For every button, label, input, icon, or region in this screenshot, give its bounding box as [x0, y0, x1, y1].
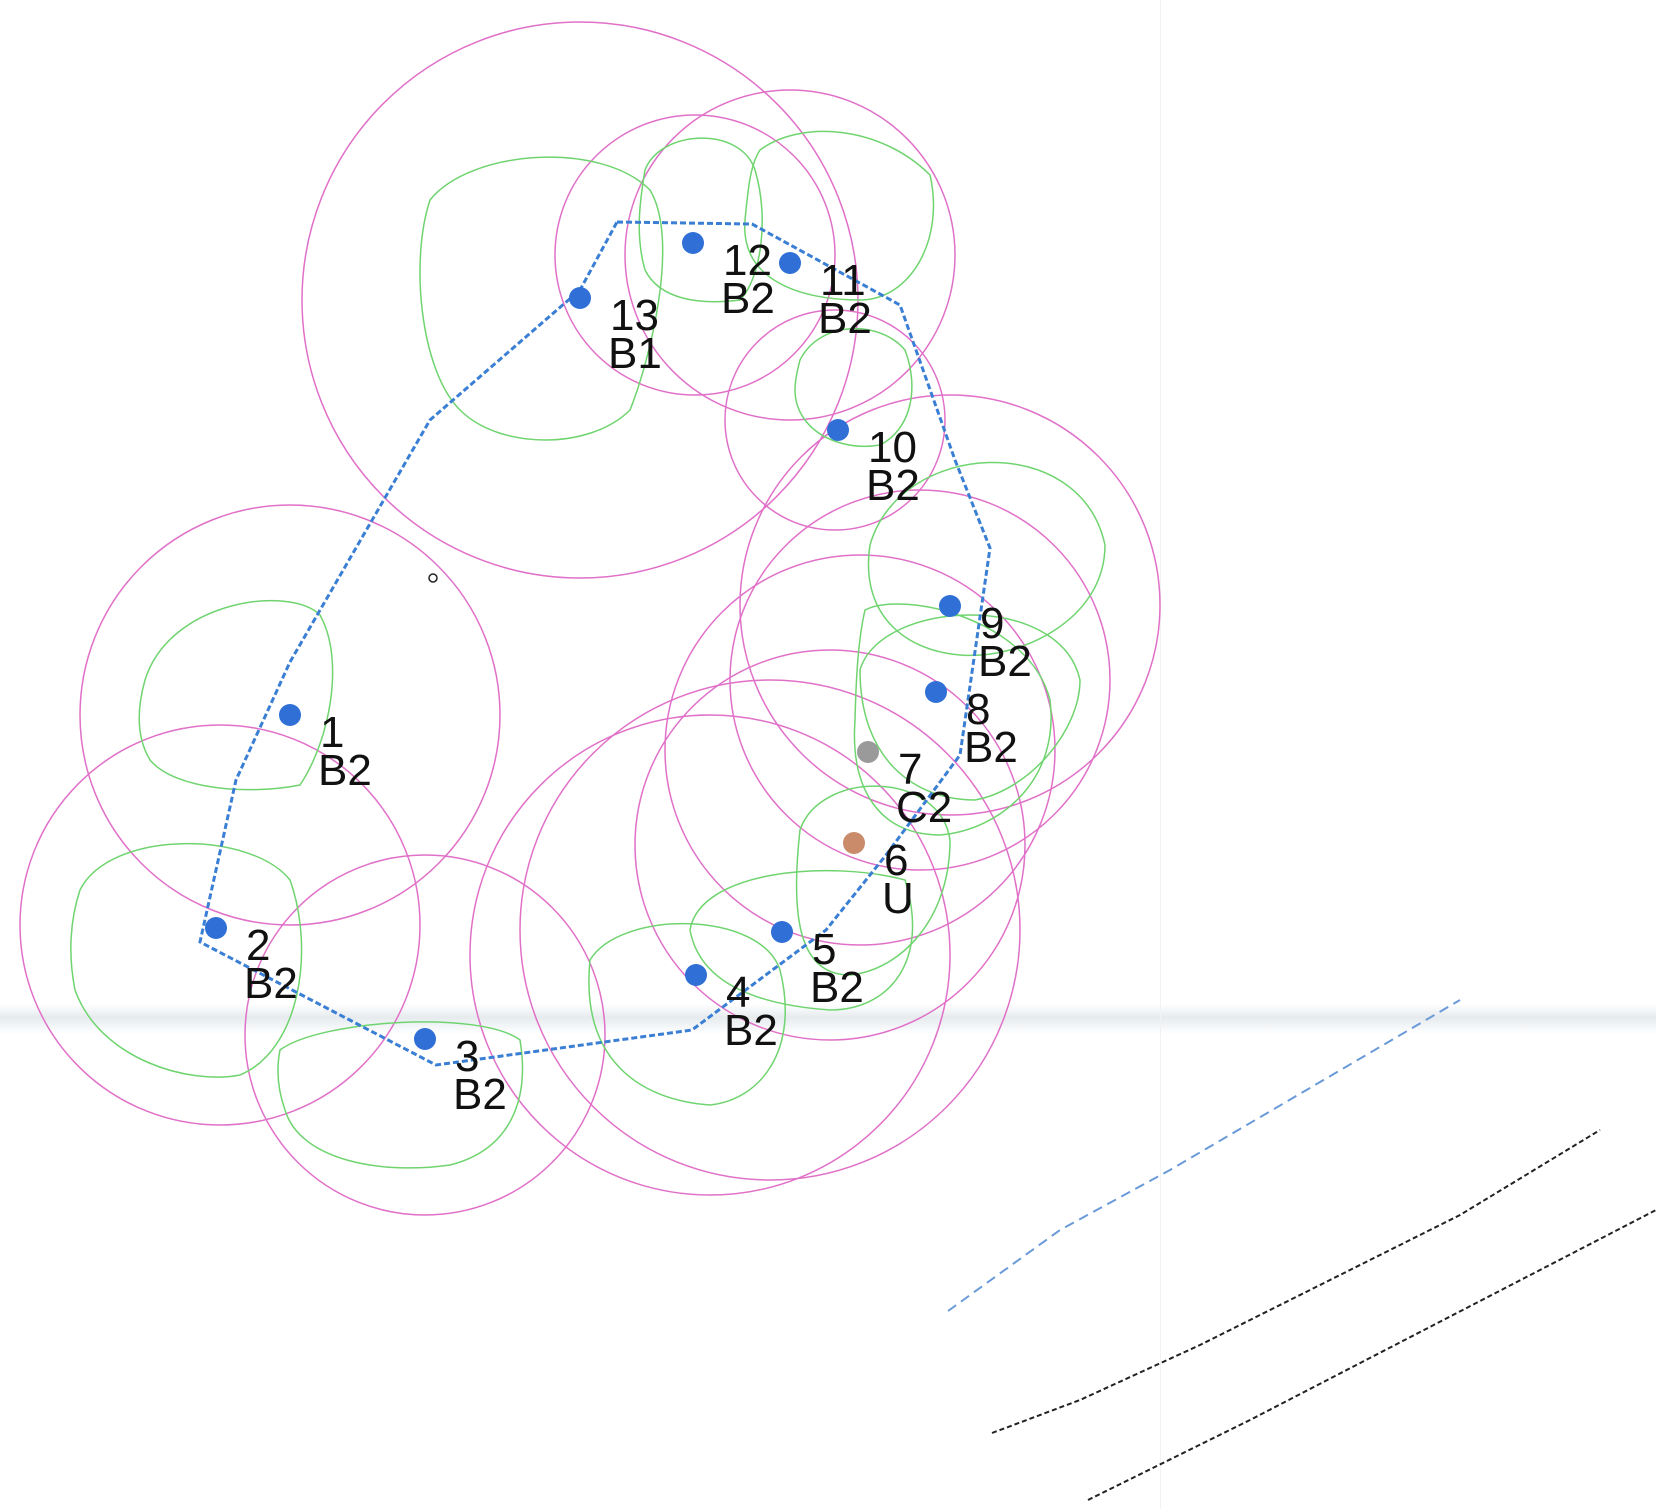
- station-dot: [685, 964, 707, 986]
- station-point-6: 6U: [843, 832, 914, 923]
- outer-circle-12: [554, 114, 836, 396]
- outer-circle-1: [79, 504, 501, 926]
- inner-curve-12: [638, 137, 763, 303]
- station-number: 13: [610, 291, 659, 340]
- station-dot: [779, 252, 801, 274]
- station-dot: [205, 917, 227, 939]
- inner-curve-4: [588, 922, 786, 1106]
- outer-circle-6: [634, 649, 1026, 1041]
- outer-circle-8: [729, 489, 1111, 871]
- station-class: B2: [318, 746, 372, 795]
- inner-curve-10: [794, 328, 913, 447]
- outer-circle-7: [664, 554, 1056, 946]
- inner-curve-1: [138, 599, 334, 791]
- inner-curve-6: [795, 785, 951, 976]
- dashed-line-black-1: [991, 1129, 1601, 1434]
- inner-curve-9: [867, 461, 1106, 657]
- convex-boundary: [198, 220, 992, 1067]
- inner-curve-13: [419, 156, 664, 441]
- station-dot: [682, 232, 704, 254]
- station-dot: [279, 704, 301, 726]
- outer-circle-4: [469, 714, 951, 1196]
- station-number: 6: [884, 836, 908, 885]
- dashed-line-blue: [947, 999, 1461, 1312]
- station-point-2: 2B2: [205, 917, 298, 1008]
- station-dot: [925, 681, 947, 703]
- station-point-7: 7C2: [857, 741, 952, 832]
- paper-crease: [1160, 0, 1161, 1509]
- outer-circle-3: [244, 854, 606, 1216]
- station-number: 8: [966, 685, 990, 734]
- outer-range-circles: [19, 21, 1161, 1216]
- station-dot: [939, 595, 961, 617]
- station-dot: [569, 287, 591, 309]
- station-class: B2: [964, 723, 1018, 772]
- station-dot: [771, 921, 793, 943]
- station-point-3: 3B2: [414, 1028, 507, 1119]
- station-dot: [827, 419, 849, 441]
- outer-circle-11: [624, 89, 956, 421]
- station-number: 2: [246, 921, 270, 970]
- station-point-8: 8B2: [925, 681, 1018, 772]
- inner-curve-7: [853, 603, 1052, 836]
- outer-circle-10: [724, 309, 946, 531]
- inner-curve-8: [859, 614, 1081, 801]
- dashed-line-black-2: [1087, 1209, 1656, 1501]
- small-marker-circle: [428, 573, 438, 583]
- station-number: 3: [455, 1032, 479, 1081]
- inner-coverage-curves: [70, 130, 1106, 1169]
- outer-circle-9: [739, 394, 1161, 816]
- outer-circle-2: [19, 724, 421, 1126]
- station-points: 1B22B23B24B25B26U7C28B29B210B211B212B213…: [205, 232, 1032, 1119]
- station-dot: [857, 741, 879, 763]
- station-class: B2: [724, 1006, 778, 1055]
- station-class: B2: [244, 959, 298, 1008]
- station-number: 1: [320, 708, 344, 757]
- station-point-9: 9B2: [939, 595, 1032, 686]
- station-point-4: 4B2: [685, 964, 778, 1055]
- inner-curve-2: [70, 842, 303, 1078]
- dashed-lines: [947, 999, 1656, 1501]
- station-class: U: [882, 874, 914, 923]
- station-point-1: 1B2: [279, 704, 372, 795]
- station-class: B2: [866, 461, 920, 510]
- station-dot: [414, 1028, 436, 1050]
- station-class: C2: [896, 783, 952, 832]
- inner-curve-5: [689, 869, 914, 1011]
- station-number: 4: [726, 968, 750, 1017]
- station-number: 7: [898, 745, 922, 794]
- paper-fold-shadow: [0, 1004, 1656, 1034]
- station-number: 12: [723, 236, 772, 285]
- station-point-5: 5B2: [771, 921, 864, 1012]
- station-number: 9: [980, 599, 1004, 648]
- station-number: 10: [868, 423, 917, 472]
- inner-curve-3: [277, 1021, 524, 1169]
- station-number: 11: [820, 256, 866, 305]
- station-class: B2: [721, 274, 775, 323]
- station-class: B1: [608, 329, 662, 378]
- station-class: B2: [453, 1070, 507, 1119]
- station-class: B2: [810, 963, 864, 1012]
- inner-curve-11: [744, 130, 935, 301]
- station-dot: [843, 832, 865, 854]
- station-class: B2: [818, 294, 872, 343]
- station-number: 5: [812, 925, 836, 974]
- outer-circle-5: [519, 679, 1021, 1181]
- station-class: B2: [978, 637, 1032, 686]
